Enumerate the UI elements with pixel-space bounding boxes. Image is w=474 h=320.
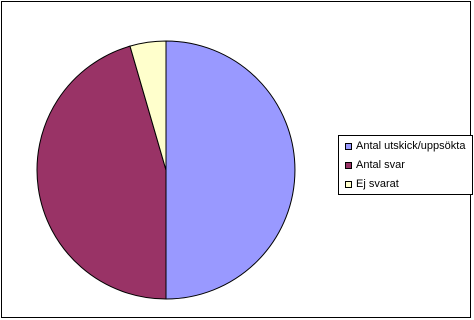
legend-item-ej-svarat: Ej svarat <box>345 177 399 191</box>
pie-slice-ej-svarat <box>129 40 167 171</box>
legend-swatch-antal-utskick <box>345 142 352 150</box>
legend-label-antal-svar: Antal svar <box>356 159 405 171</box>
legend: Antal utskick/uppsökta Antal svar Ej sva… <box>338 135 473 195</box>
legend-swatch-ej-svarat <box>345 180 352 188</box>
legend-swatch-antal-svar <box>345 161 352 169</box>
pie-slice-antal-svar <box>36 45 167 300</box>
pie-slice-antal-utskick-upps-kta <box>165 40 296 300</box>
legend-item-antal-svar: Antal svar <box>345 158 405 172</box>
legend-label-antal-utskick: Antal utskick/uppsökta <box>356 140 466 152</box>
legend-label-ej-svarat: Ej svarat <box>356 178 399 190</box>
legend-item-antal-utskick: Antal utskick/uppsökta <box>345 139 465 153</box>
